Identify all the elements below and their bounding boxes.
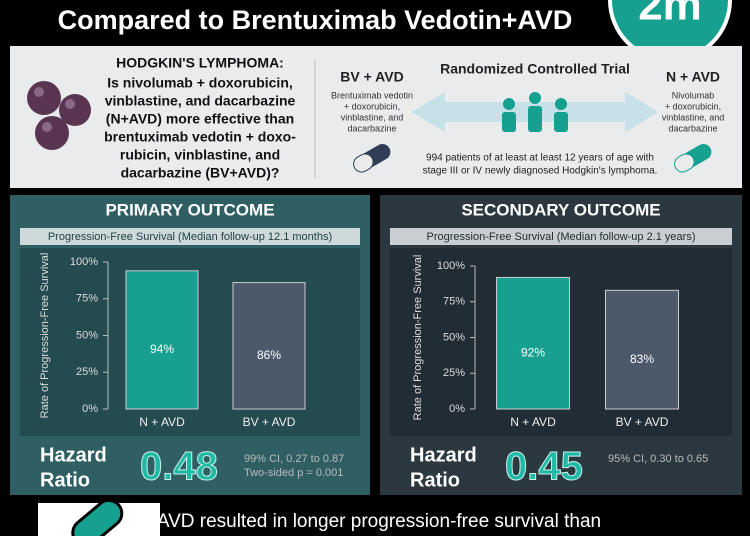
y-tick-label: 100%: [70, 256, 98, 268]
bar-value-label: 83%: [630, 352, 654, 366]
logo-text: 2m: [638, 0, 702, 30]
trial-population: stage III or IV newly diagnosed Hodgkin'…: [423, 166, 658, 177]
hazard-value: 0.45: [505, 445, 583, 489]
hazard-label: Hazard: [410, 444, 477, 466]
pill-right: [674, 144, 712, 173]
bar: [496, 276, 570, 410]
cells-icon: [27, 81, 91, 150]
hazard-label: Ratio: [40, 469, 90, 491]
bar-value-label: 86%: [257, 348, 281, 362]
arm-description: dacarbazine: [668, 123, 717, 133]
hazard-value: 0.48: [140, 445, 218, 489]
hazard-note: 95% CI, 0.30 to 0.65: [608, 453, 708, 465]
y-tick-label: 100%: [437, 260, 465, 272]
y-tick-label: 0%: [449, 403, 465, 415]
y-tick-label: 50%: [443, 331, 465, 343]
secondary-subtitle-band: [390, 228, 732, 245]
x-tick-label: BV + AVD: [616, 415, 669, 429]
hazard-note: Two-sided p = 0.001: [244, 467, 343, 479]
bar: [232, 282, 306, 410]
y-tick-label: 50%: [76, 329, 98, 341]
bar: [125, 270, 199, 410]
hazard-label: Ratio: [410, 469, 460, 491]
arm-name: BV + AVD: [340, 69, 403, 85]
bar-value-label: 94%: [150, 342, 174, 356]
conclusion-bg: [160, 503, 750, 536]
title: Compared to Brentuximab Vedotin+AVD: [58, 5, 573, 35]
pill-left: [353, 144, 391, 173]
question-line: Is nivolumab + doxorubicin,: [107, 75, 293, 91]
y-tick-label: 25%: [443, 367, 465, 379]
conclusion-icon: [71, 498, 124, 536]
arm-description: + doxorubicin,: [344, 101, 400, 111]
y-tick-label: 75%: [76, 293, 98, 305]
arm-description: vinblastine, and: [341, 112, 404, 122]
y-tick-label: 75%: [443, 296, 465, 308]
trial-population: 994 patients of at least at least 12 yea…: [426, 153, 654, 164]
arm-description: Nivolumab: [672, 90, 715, 100]
x-tick-label: BV + AVD: [243, 415, 296, 429]
chart-subtitle: Progression-Free Survival (Median follow…: [48, 231, 332, 243]
y-axis-label: Rate of Progression-Free Survival: [39, 253, 51, 419]
question-line: (N+AVD) more effective than: [106, 111, 294, 127]
bar-value-label: 92%: [521, 345, 545, 359]
hazard-note: 99% CI, 0.27 to 0.87: [244, 453, 344, 465]
primary-subtitle-band: [20, 228, 360, 245]
hazard-label: Hazard: [40, 444, 107, 466]
arm-description: Brentuximab vedotin: [331, 90, 413, 100]
arm-description: vinblastine, and: [662, 112, 725, 122]
question-line: dacarbazine (BV+AVD)?: [121, 165, 280, 181]
x-tick-label: N + AVD: [510, 415, 556, 429]
question-title: HODGKIN'S LYMPHOMA:: [116, 55, 284, 71]
chart-title: PRIMARY OUTCOME: [105, 200, 274, 219]
people-icon: [502, 92, 568, 132]
x-tick-label: N + AVD: [139, 415, 185, 429]
trial-title: Randomized Controlled Trial: [440, 61, 630, 77]
y-tick-label: 0%: [82, 403, 98, 415]
question-line: vinblastine, and dacarbazine: [105, 93, 296, 109]
chart-title: SECONDARY OUTCOME: [461, 200, 660, 219]
question-line: rubicin, vinblastine, and: [120, 147, 280, 163]
question-line: brentuximab vedotin + doxo-: [104, 129, 296, 145]
arm-description: + doxorubicin,: [665, 101, 721, 111]
y-axis-label: Rate of Progression-Free Survival: [412, 255, 424, 421]
arm-description: dacarbazine: [347, 123, 396, 133]
chart-subtitle: Progression-Free Survival (Median follow…: [427, 231, 696, 243]
bar: [605, 289, 679, 410]
conclusion: N+AVD resulted in longer progression-fre…: [132, 511, 601, 532]
arm-name: N + AVD: [666, 69, 720, 85]
y-tick-label: 25%: [76, 366, 98, 378]
